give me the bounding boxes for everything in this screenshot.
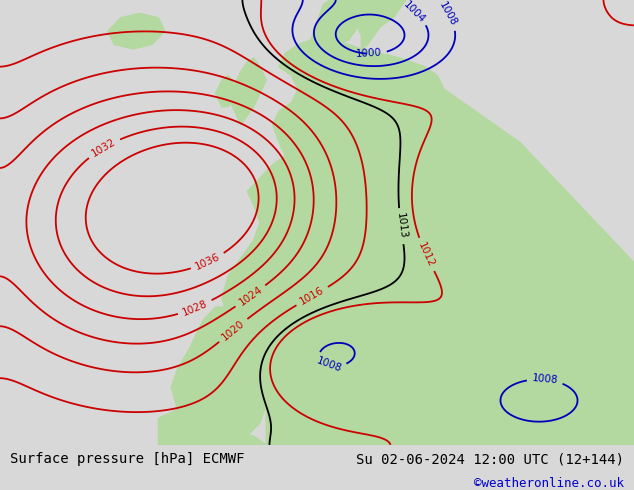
Polygon shape <box>171 307 266 441</box>
Text: 1020: 1020 <box>220 318 247 343</box>
Polygon shape <box>216 75 235 107</box>
Polygon shape <box>311 0 361 45</box>
Text: 1008: 1008 <box>314 356 343 374</box>
Polygon shape <box>158 409 266 445</box>
Text: 1012: 1012 <box>416 241 436 269</box>
Text: 1036: 1036 <box>194 252 222 272</box>
Polygon shape <box>108 13 165 49</box>
Text: Su 02-06-2024 12:00 UTC (12+144): Su 02-06-2024 12:00 UTC (12+144) <box>356 452 624 466</box>
Text: 1000: 1000 <box>356 48 382 59</box>
Text: 1028: 1028 <box>181 298 209 318</box>
Text: ©weatheronline.co.uk: ©weatheronline.co.uk <box>474 477 624 490</box>
Text: 1024: 1024 <box>237 284 264 308</box>
Text: 1013: 1013 <box>394 213 408 240</box>
Polygon shape <box>228 58 266 124</box>
Polygon shape <box>330 0 406 49</box>
Text: 1016: 1016 <box>298 285 326 307</box>
Text: 1008: 1008 <box>437 0 458 28</box>
Text: 1032: 1032 <box>90 137 118 159</box>
Polygon shape <box>222 36 634 445</box>
Text: Surface pressure [hPa] ECMWF: Surface pressure [hPa] ECMWF <box>10 452 244 466</box>
Text: 1008: 1008 <box>531 373 559 386</box>
Text: 1004: 1004 <box>401 0 427 24</box>
